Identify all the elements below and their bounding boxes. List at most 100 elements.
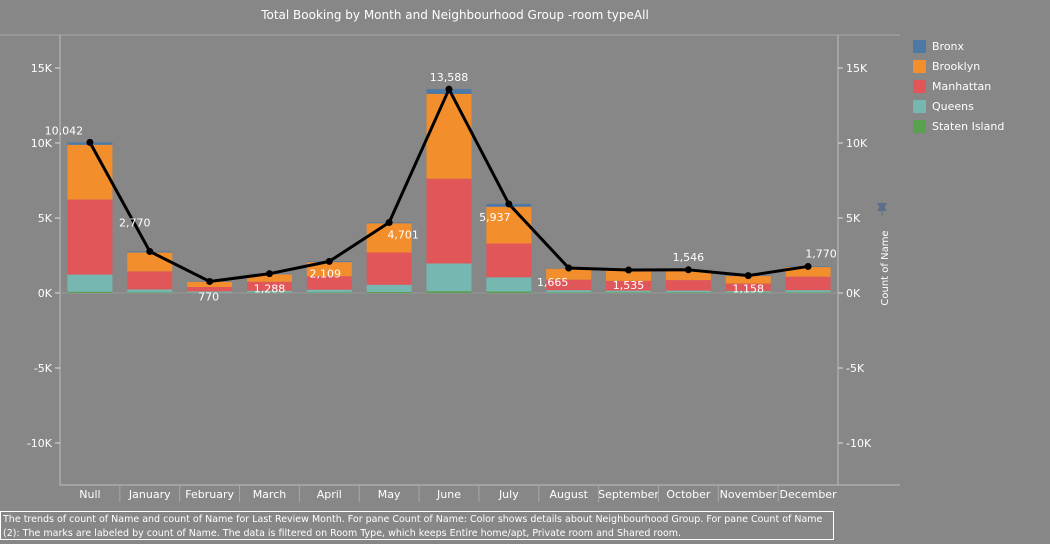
- data-label: 1,158: [732, 283, 764, 296]
- legend-item-staten-island[interactable]: Staten Island: [913, 116, 1004, 136]
- bar-segment-manhattan: [426, 178, 472, 264]
- count-line-point: [265, 270, 273, 278]
- bar-segment-queens: [67, 274, 113, 292]
- bar-segment-queens: [127, 289, 173, 293]
- x-tick-label: March: [253, 488, 287, 501]
- data-label: 1,546: [673, 251, 705, 264]
- data-label: 2,770: [119, 216, 151, 229]
- y-tick-label-left: -10K: [27, 437, 53, 450]
- legend-label-brooklyn: Brooklyn: [932, 59, 981, 73]
- legend-item-bronx[interactable]: Bronx: [913, 36, 1004, 56]
- legend-item-brooklyn[interactable]: Brooklyn: [913, 56, 1004, 76]
- y-tick-label-left: -5K: [34, 362, 53, 375]
- bar-segment-staten-island: [426, 291, 472, 293]
- legend-swatch-staten-island: [913, 119, 926, 133]
- bar-segment-manhattan: [246, 281, 292, 291]
- bar-segment-brooklyn: [546, 268, 592, 280]
- bar-segment-queens: [306, 289, 352, 293]
- bar-segment-queens: [486, 277, 532, 292]
- bar-segment-queens: [725, 291, 771, 293]
- legend-swatch-queens: [913, 99, 926, 113]
- x-tick-label: April: [317, 488, 342, 501]
- bar-segment-brooklyn: [426, 93, 472, 179]
- bar-segment-staten-island: [306, 292, 352, 293]
- count-line-point: [325, 257, 333, 265]
- bar-segment-brooklyn: [665, 270, 711, 281]
- bar-segment-staten-island: [67, 291, 113, 293]
- bar-segment-brooklyn: [785, 267, 831, 277]
- bar-segment-staten-island: [366, 291, 412, 293]
- data-label: 13,588: [430, 71, 469, 84]
- legend-label-bronx: Bronx: [932, 39, 965, 53]
- legend-swatch-brooklyn: [913, 59, 926, 73]
- y-tick-label-right: -10K: [846, 437, 872, 450]
- x-tick-label: October: [666, 488, 710, 501]
- bar-segment-brooklyn: [366, 223, 412, 253]
- data-label: 770: [198, 290, 219, 303]
- data-label: 10,042: [45, 124, 84, 137]
- count-line-point: [86, 138, 94, 146]
- y-tick-label-right: 15K: [846, 62, 868, 75]
- bar-segment-queens: [606, 290, 652, 293]
- count-line-point: [385, 218, 393, 226]
- x-tick-label: January: [128, 488, 171, 501]
- bar-segment-staten-island: [546, 292, 592, 293]
- legend-swatch-bronx: [913, 39, 926, 53]
- bar-segment-manhattan: [665, 280, 711, 291]
- x-tick-label: September: [598, 488, 659, 501]
- count-line-point: [206, 277, 214, 285]
- bar-segment-manhattan: [306, 276, 352, 290]
- bar-segment-queens: [187, 291, 233, 293]
- x-tick-label: May: [378, 488, 401, 501]
- bar-segment-queens: [665, 290, 711, 293]
- legend-item-queens[interactable]: Queens: [913, 96, 1004, 116]
- bar-segment-manhattan: [127, 271, 173, 290]
- bar-segment-staten-island: [785, 292, 831, 293]
- y-tick-label-right: -5K: [846, 362, 865, 375]
- count-line-point: [565, 264, 573, 272]
- count-line-point: [505, 200, 513, 208]
- y-tick-label-left: 0K: [38, 287, 53, 300]
- x-tick-label: August: [549, 488, 588, 501]
- count-line-point: [445, 85, 453, 93]
- bar-segment-manhattan: [606, 280, 652, 291]
- bar-segment-brooklyn: [486, 206, 532, 244]
- x-tick-label: Null: [79, 488, 100, 501]
- count-line-point: [804, 262, 812, 270]
- data-label: 1,665: [537, 276, 569, 289]
- y-tick-label-left: 10K: [31, 137, 53, 150]
- legend-label-staten-island: Staten Island: [932, 119, 1005, 133]
- x-tick-label: June: [436, 488, 461, 501]
- chart-title: Total Booking by Month and Neighbourhood…: [261, 8, 649, 22]
- y-tick-label-left: 15K: [31, 62, 53, 75]
- bar-segment-staten-island: [665, 292, 711, 293]
- x-tick-label: November: [720, 488, 778, 501]
- y-tick-label-left: 5K: [38, 212, 53, 225]
- bar-segment-manhattan: [785, 276, 831, 291]
- legend-item-manhattan[interactable]: Manhattan: [913, 76, 1004, 96]
- chart-caption: The trends of count of Name and count of…: [0, 511, 834, 540]
- bar-segment-brooklyn: [246, 274, 292, 282]
- bar-segment-manhattan: [546, 279, 592, 291]
- legend-label-manhattan: Manhattan: [932, 79, 992, 93]
- bar-segment-brooklyn: [306, 262, 352, 277]
- bar-segment-brooklyn: [725, 276, 771, 284]
- bar-segment-staten-island: [606, 292, 652, 293]
- data-label: 1,288: [254, 283, 286, 296]
- bar-segment-staten-island: [486, 291, 532, 293]
- x-tick-label: December: [780, 488, 838, 501]
- y-tick-label-right: 0K: [846, 287, 861, 300]
- legend-label-queens: Queens: [932, 99, 974, 113]
- bar-segment-manhattan: [725, 283, 771, 292]
- right-axis-title: Count of Name: [880, 230, 891, 305]
- pin-icon: [877, 203, 887, 216]
- bar-segment-brooklyn: [606, 270, 652, 281]
- bar-segment-queens: [246, 290, 292, 293]
- legend: Bronx Brooklyn Manhattan Queens Staten I…: [913, 36, 1004, 136]
- count-line-point: [146, 247, 154, 255]
- data-label: 1,535: [613, 279, 645, 292]
- data-label: 5,937: [479, 211, 511, 224]
- y-tick-label-right: 5K: [846, 212, 861, 225]
- count-line-point: [625, 266, 633, 274]
- bar-segment-manhattan: [187, 287, 233, 292]
